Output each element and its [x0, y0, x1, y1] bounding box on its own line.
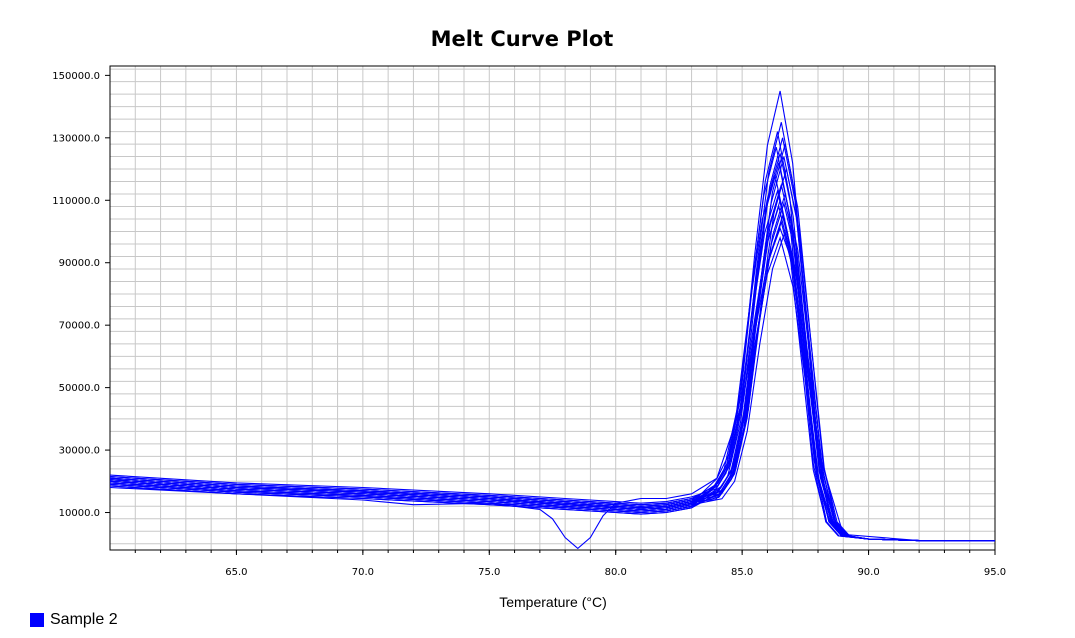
melt-curve-anomaly	[109, 226, 995, 550]
x-tick-label: 85.0	[731, 567, 753, 578]
melt-curve	[109, 201, 995, 542]
melt-curve	[109, 191, 995, 542]
y-tick-label: 70000.0	[59, 321, 100, 332]
grid-lines	[110, 66, 995, 550]
x-tick-label: 80.0	[605, 567, 627, 578]
x-tick-label: 70.0	[352, 567, 374, 578]
legend-swatch	[30, 613, 44, 627]
melt-curve	[109, 90, 995, 542]
y-tick-label: 90000.0	[59, 258, 100, 269]
melt-curve	[109, 229, 995, 542]
y-tick-label: 150000.0	[52, 71, 100, 82]
x-tick-label: 90.0	[857, 567, 879, 578]
melt-curve	[109, 131, 995, 542]
y-tick-label: 10000.0	[59, 508, 100, 519]
y-tick-label: 50000.0	[59, 383, 100, 394]
melt-curve	[109, 204, 995, 542]
y-tick-label: 110000.0	[52, 196, 100, 207]
melt-curves	[109, 90, 995, 550]
melt-curve	[109, 235, 995, 542]
x-tick-label: 75.0	[478, 567, 500, 578]
axis-ticks: 65.0 70.0 75.0 80.0 85.0 90.0 95.0 10000.0 30000…	[52, 71, 1006, 578]
x-axis-label: Temperature (°C)	[499, 594, 607, 610]
y-tick-label: 30000.0	[59, 446, 100, 457]
x-tick-label: 65.0	[225, 567, 247, 578]
y-tick-label: 130000.0	[52, 133, 100, 144]
x-tick-label: 95.0	[984, 567, 1006, 578]
legend-label-sample-2: Sample 2	[50, 611, 118, 628]
plot-area-frame	[109, 65, 996, 551]
melt-curve	[109, 213, 995, 542]
legend: Sample 2	[30, 611, 118, 629]
melt-curve	[109, 137, 995, 542]
chart-title: Melt Curve Plot	[431, 27, 614, 51]
melt-curve	[109, 153, 995, 542]
